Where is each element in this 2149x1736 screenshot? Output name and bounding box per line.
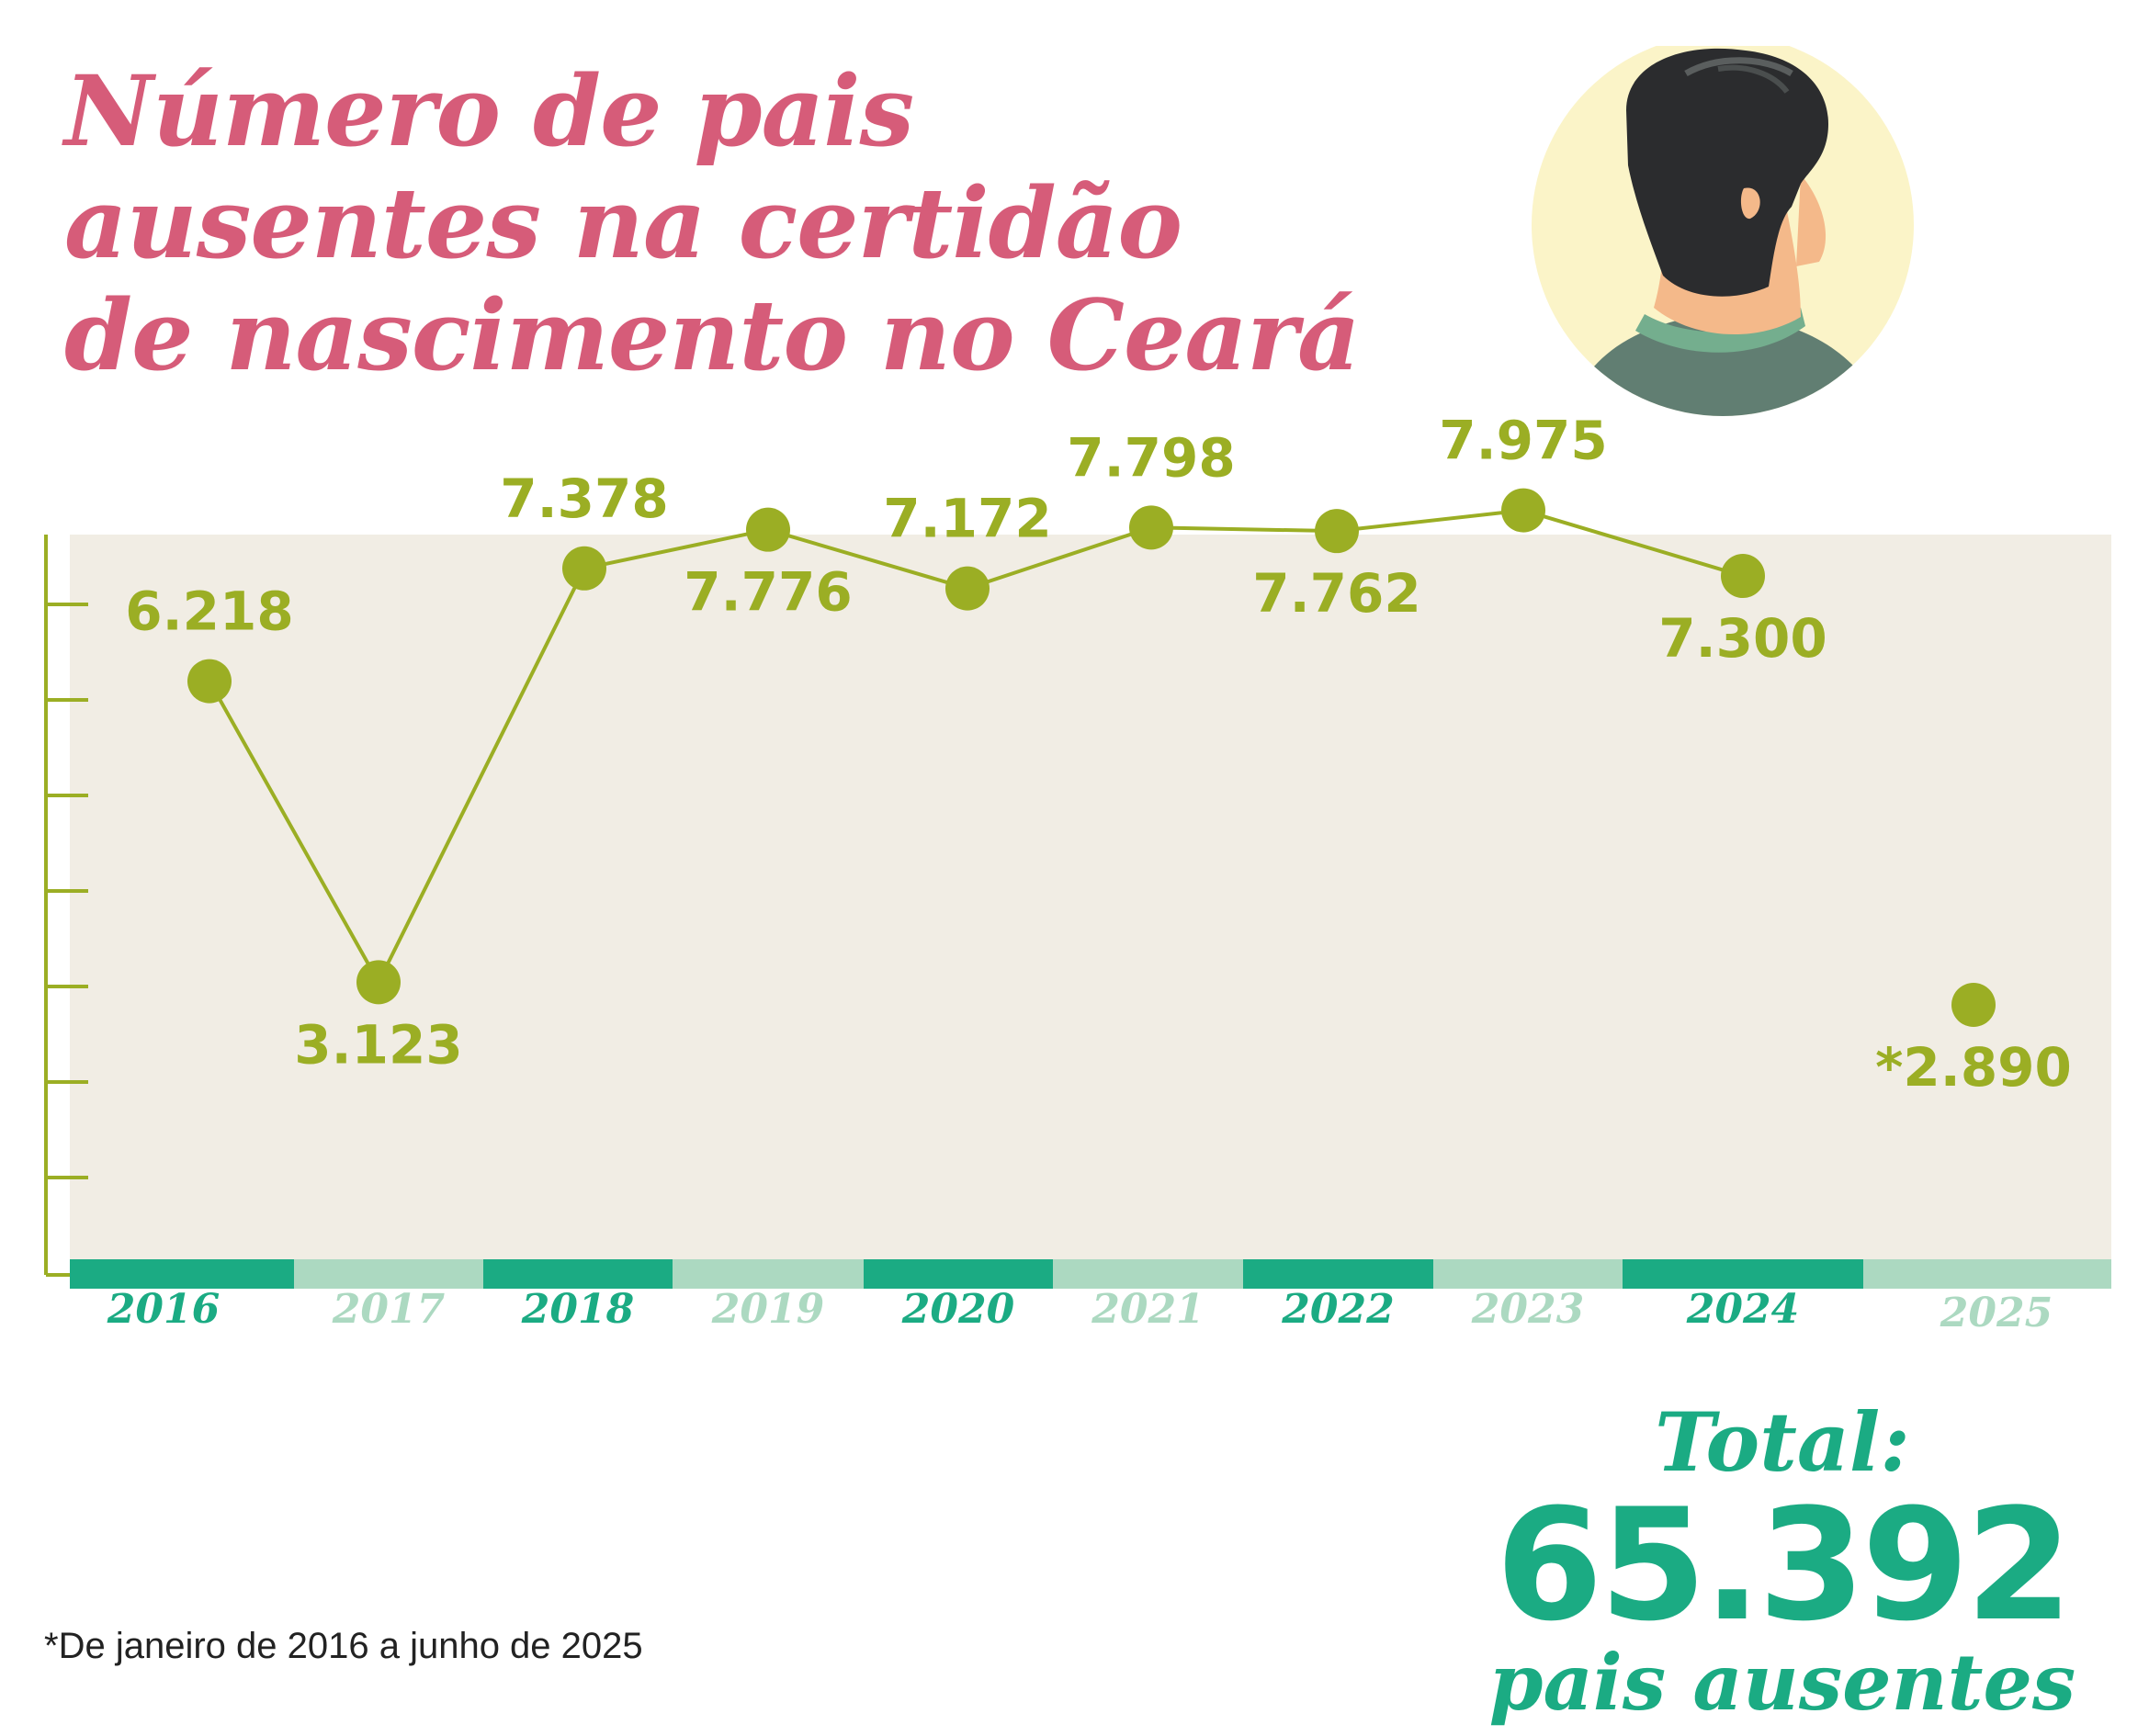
year-band-2021 (1053, 1259, 1243, 1289)
y-axis-ticks (46, 603, 88, 1179)
year-band-2018 (483, 1259, 673, 1289)
x-tick-label-2023: 2023 (1471, 1286, 1584, 1333)
year-band-2016 (70, 1259, 294, 1289)
data-point-2016 (187, 659, 232, 704)
chart-background (70, 535, 2111, 1288)
data-point-2025 (1951, 983, 1996, 1027)
data-label-2018: 7.378 (500, 468, 668, 530)
x-tick-label-2020: 2020 (901, 1286, 1015, 1333)
x-tick-label-2024: 2024 (1686, 1286, 1799, 1333)
chart-title: Número de pais ausentes na certidão de n… (64, 55, 1442, 391)
year-band-2020 (864, 1259, 1053, 1289)
x-tick-label-2019: 2019 (711, 1286, 824, 1333)
data-point-2023 (1501, 488, 1545, 533)
title-line-2: ausentes na certidão (64, 165, 1182, 280)
data-label-2021: 7.798 (1067, 426, 1235, 489)
total-value: 65.392 (1495, 1475, 2073, 1655)
data-label-2025: *2.890 (1875, 1036, 2072, 1099)
year-band-2017 (294, 1259, 483, 1289)
total-unit: pais ausentes (1488, 1637, 2076, 1728)
x-tick-label-2021: 2021 (1091, 1286, 1204, 1333)
data-label-2017: 3.123 (294, 1013, 462, 1076)
x-axis-tick-labels: 2016 2017 2018 2019 2020 2021 2022 2023 2024 2025 (107, 1286, 2053, 1336)
data-label-2020: 7.172 (883, 488, 1051, 550)
x-tick-label-2017: 2017 (332, 1286, 446, 1333)
data-point-2019 (746, 507, 790, 552)
series-points (187, 488, 1996, 1027)
data-point-2018 (562, 546, 606, 591)
year-band-2019 (673, 1259, 864, 1289)
total-label: Total: (1655, 1394, 1910, 1490)
data-label-2024: 7.300 (1658, 607, 1827, 670)
data-label-2023: 7.975 (1439, 410, 1607, 472)
data-label-2016: 6.218 (125, 581, 293, 643)
x-tick-label-2022: 2022 (1281, 1286, 1394, 1333)
x-tick-label-2025: 2025 (1940, 1290, 2053, 1336)
data-point-2020 (945, 566, 990, 611)
x-tick-label-2018: 2018 (521, 1286, 634, 1333)
data-labels: 6.218 3.123 7.378 7.776 7.172 7.798 7.762 7.975… (125, 410, 2072, 1099)
x-axis-year-bands (70, 1259, 2111, 1289)
year-band-2024 (1623, 1259, 1863, 1289)
title-line-1: Número de pais (64, 53, 914, 168)
line-chart: 2016 2017 2018 2019 2020 2021 2022 2023 2024 2025… (44, 410, 2111, 1336)
data-point-2021 (1129, 505, 1173, 550)
total-summary: Total: 65.392 pais ausentes (1433, 1396, 2132, 1729)
data-label-2019: 7.776 (684, 561, 852, 624)
data-point-2022 (1315, 509, 1359, 554)
footnote: *De janeiro de 2016 a junho de 2025 (44, 1626, 643, 1666)
x-tick-label-2016: 2016 (107, 1286, 220, 1333)
data-label-2022: 7.762 (1252, 562, 1420, 625)
year-band-2023 (1433, 1259, 1623, 1289)
title-line-3: de nascimento no Ceará (64, 277, 1361, 392)
data-point-2024 (1721, 554, 1765, 599)
data-point-2017 (356, 960, 401, 1005)
year-band-2025 (1863, 1259, 2111, 1289)
man-head-avatar (1532, 46, 1914, 416)
year-band-2022 (1243, 1259, 1433, 1289)
